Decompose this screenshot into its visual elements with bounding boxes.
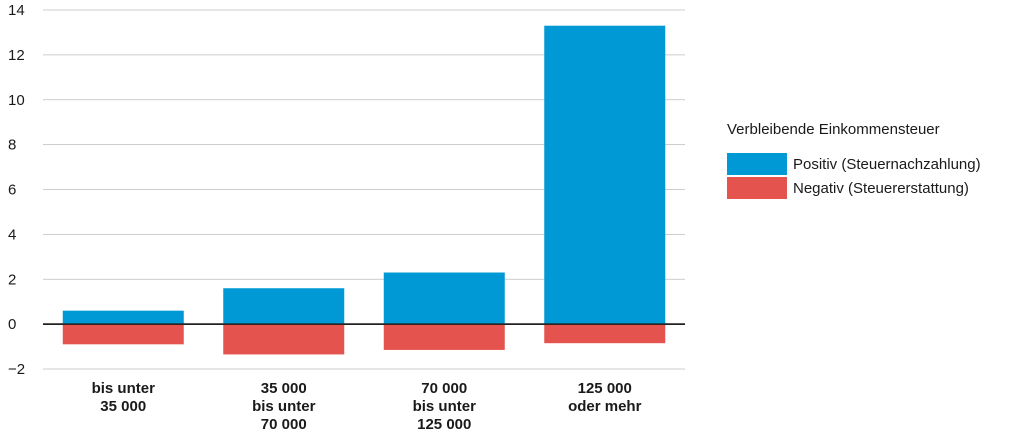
- bars: [43, 25, 685, 355]
- bar-positive: [223, 288, 345, 325]
- legend-item-negative: Negativ (Steuererstattung): [727, 176, 981, 200]
- x-category-label: 35 000 bis unter 70 000: [252, 380, 316, 433]
- bar-positive: [544, 25, 666, 325]
- y-tick-label: 6: [8, 182, 16, 199]
- x-category-label: bis unter 35 000: [92, 380, 156, 415]
- y-tick-label: 8: [8, 137, 16, 154]
- legend-swatch-positive: [727, 153, 787, 175]
- x-category-label: 125 000 oder mehr: [568, 380, 642, 415]
- legend-item-positive: Positiv (Steuernachzahlung): [727, 152, 981, 176]
- legend-title: Verbleibende Einkommensteuer: [727, 121, 940, 138]
- x-axis-category-labels: bis unter 35 000 35 000 bis unter 70 000 70 0…: [92, 380, 642, 433]
- y-tick-label: 0: [8, 316, 16, 333]
- bar-negative: [383, 324, 505, 350]
- y-tick-label: 10: [8, 92, 25, 109]
- x-category-label: 70 000 bis unter 125 000: [413, 380, 477, 433]
- legend: Verbleibende Einkommensteuer Positiv (St…: [727, 121, 981, 200]
- y-tick-label: 4: [8, 226, 16, 243]
- legend-label-negative: Negativ (Steuererstattung): [793, 179, 969, 197]
- bar-negative: [544, 324, 666, 344]
- legend-swatch-negative: [727, 177, 787, 199]
- y-tick-label: 2: [8, 271, 16, 288]
- y-axis-ticks: −2 0 2 4 6 8 10 12 14: [8, 2, 25, 378]
- y-tick-label: 12: [8, 47, 25, 64]
- bar-negative: [62, 324, 184, 345]
- bar-chart: −2 0 2 4 6 8 10 12 14 bis unter 35 000 35 000 bis u…: [8, 2, 685, 433]
- legend-label-positive: Positiv (Steuernachzahlung): [793, 155, 981, 173]
- bar-negative: [223, 324, 345, 355]
- bar-positive: [383, 272, 505, 325]
- y-tick-label: 14: [8, 2, 25, 19]
- bar-positive: [62, 310, 184, 325]
- y-tick-label: −2: [8, 361, 25, 378]
